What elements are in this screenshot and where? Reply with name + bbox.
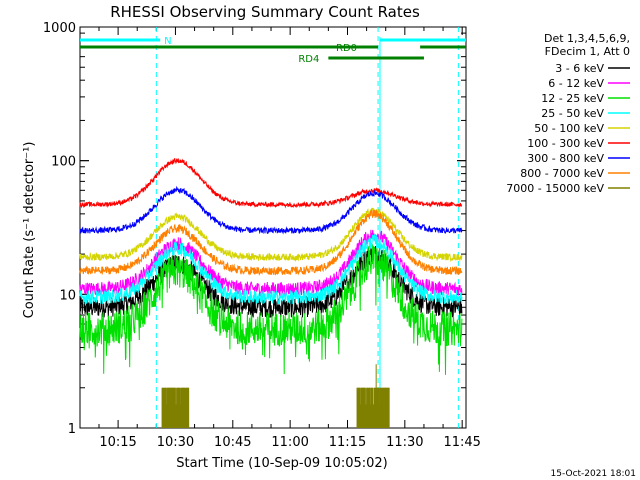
flag-label: N: [164, 36, 171, 47]
legend-header: FDecim 1, Att 0: [545, 45, 630, 58]
chart-title: RHESSI Observing Summary Count Rates: [110, 3, 420, 21]
legend-entry-label: 50 - 100 keV: [534, 122, 604, 135]
series-line: [79, 234, 463, 306]
series-line: [79, 185, 463, 235]
plot-frame: [79, 26, 467, 429]
x-tick-label: 11:15: [329, 435, 366, 450]
legend-entry-label: 7000 - 15000 keV: [506, 182, 604, 195]
y-axis-label: Count Rate (s⁻¹ detector⁻¹): [22, 142, 37, 319]
x-tick-label: 10:30: [157, 435, 194, 450]
y-tick-label: 100: [51, 155, 76, 170]
x-tick-label: 11:30: [386, 435, 423, 450]
x-tick-label: 11:00: [271, 435, 308, 450]
legend-entry-label: 300 - 800 keV: [527, 152, 604, 165]
plot-area: 1 10 100 1000 10:15 10:30 10:45 11:00 11:15 11:30…: [43, 21, 481, 450]
flag-label: RD0: [336, 43, 357, 54]
x-axis-label: Start Time (10-Sep-09 10:05:02): [176, 456, 387, 471]
series-line: [79, 244, 463, 375]
legend-entry-label: 25 - 50 keV: [541, 107, 604, 120]
footer-date: 15-Oct-2021 18:01: [551, 469, 636, 479]
series-line: [79, 207, 463, 263]
x-tick-label: 11:45: [443, 435, 480, 450]
y-tick-label: 1000: [43, 21, 76, 36]
series-line: [79, 229, 463, 297]
legend-entry-label: 6 - 12 keV: [548, 77, 604, 90]
series-line: [79, 209, 463, 276]
legend: Det 1,3,4,5,6,9,FDecim 1, Att 0 3 - 6 keV…: [506, 32, 630, 195]
y-tick-label: 10: [59, 288, 76, 303]
legend-entry-label: 12 - 25 keV: [541, 92, 604, 105]
y-tick-label: 1: [68, 422, 76, 437]
series-line: [79, 246, 463, 318]
legend-entry-label: 800 - 7000 keV: [520, 167, 604, 180]
flag-label: RD4: [298, 54, 319, 65]
x-tick-label: 10:45: [214, 435, 251, 450]
x-tick-label: 10:15: [99, 435, 136, 450]
series-line: [79, 157, 463, 209]
legend-entry-label: 3 - 6 keV: [555, 62, 604, 75]
legend-entry-label: 100 - 300 keV: [527, 137, 604, 150]
legend-header: Det 1,3,4,5,6,9,: [544, 32, 630, 45]
